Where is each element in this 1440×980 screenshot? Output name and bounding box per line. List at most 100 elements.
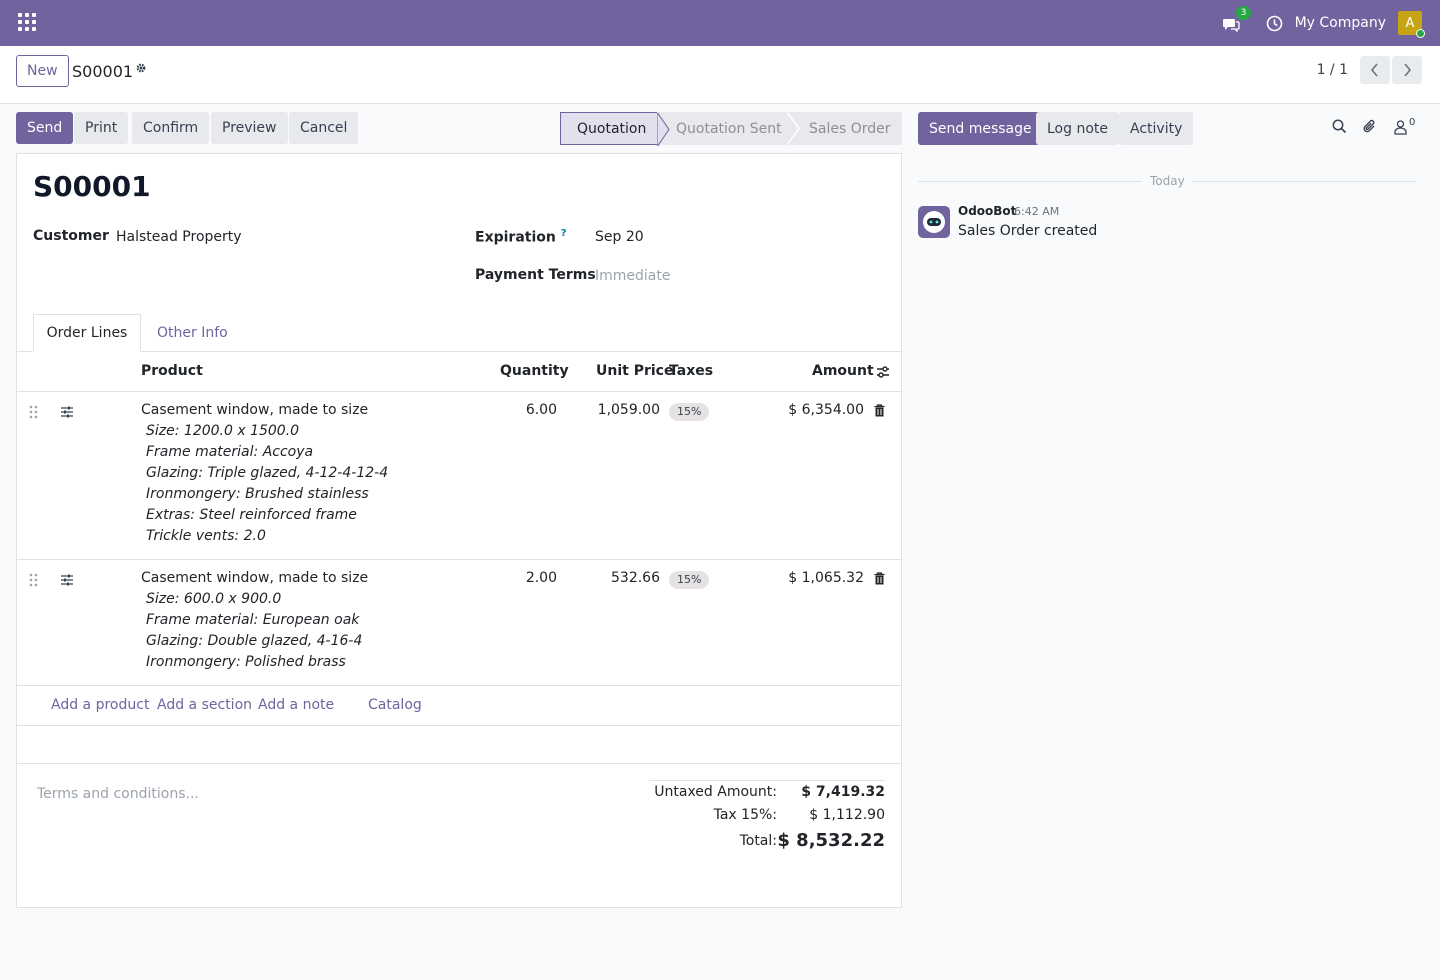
configure-product-icon[interactable] [61,406,73,418]
tax-badge: 15% [669,571,710,589]
product-cell: Casement window, made to size Size: 1200… [141,402,388,547]
description-line: Ironmongery: Brushed stainless [146,486,369,502]
catalog-link[interactable]: Catalog [368,697,422,713]
gear-icon[interactable] [135,62,147,74]
expiration-label: Expiration ? [475,228,567,246]
stage-arrow [657,113,670,146]
table-row[interactable]: Casement window, made to size Size: 600.… [17,560,901,686]
tax-badge: 15% [669,403,710,421]
message-body: Sales Order created [958,223,1098,239]
odoobot-avatar [918,206,950,238]
unit-price-cell: 1,059.00 [597,402,660,418]
confirm-button[interactable]: Confirm [132,112,210,144]
form-sheet: S00001 Customer Halstead Property Expira… [16,153,902,908]
stage-label: Quotation Sent [676,120,782,137]
description-line: Size: 600.0 x 900.0 [146,591,282,607]
send-button[interactable]: Send [16,112,74,144]
stage-label: Quotation [577,120,647,137]
new-button[interactable]: New [16,55,69,87]
unit-price-cell: 532.66 [611,570,660,586]
drag-handle-icon[interactable] [29,573,39,587]
description-line: Frame material: European oak [146,612,360,628]
messaging-button[interactable]: 3 [1222,6,1252,34]
chat-count-badge: 3 [1235,6,1252,20]
stage-quotation-sent[interactable]: Quotation Sent [657,112,800,145]
drag-handle-icon[interactable] [29,405,39,419]
preview-button[interactable]: Preview [211,112,288,144]
apps-menu-icon[interactable] [18,13,36,31]
empty-row [17,726,901,764]
tax-value: $ 1,112.90 [809,807,885,823]
description-line: Frame material: Accoya [146,444,314,460]
date-divider [1192,181,1416,182]
activity-button[interactable]: Activity [1119,112,1194,145]
description-line: Size: 1200.0 x 1500.0 [146,423,300,439]
untaxed-amount-label: Untaxed Amount: [654,784,777,800]
amount-cell: $ 6,354.00 [788,402,864,418]
top-navbar: 3 My Company A [0,0,1440,46]
column-quantity[interactable]: Quantity [500,363,569,379]
description-line: Ironmongery: Polished brass [146,654,346,670]
description-line: Glazing: Double glazed, 4-16-4 [146,633,363,649]
optional-columns-icon[interactable] [876,365,890,379]
paperclip-icon[interactable] [1362,119,1377,135]
description-line: Extras: Steel reinforced frame [146,507,357,523]
pager-previous-button[interactable] [1360,56,1390,84]
column-product[interactable]: Product [141,363,203,379]
column-unit-price[interactable]: Unit Price [596,363,674,379]
status-bar: Quotation Quotation Sent Sales Order [560,112,902,146]
column-amount[interactable]: Amount [812,363,874,379]
stage-sales-order[interactable]: Sales Order [787,112,902,145]
product-cell: Casement window, made to size Size: 600.… [141,570,368,673]
description-line: Glazing: Triple glazed, 4-12-4-12-4 [146,465,389,481]
trash-icon[interactable] [874,572,885,585]
search-icon[interactable] [1332,119,1347,134]
add-section-link[interactable]: Add a section [157,697,253,713]
table-row[interactable]: Casement window, made to size Size: 1200… [17,392,901,560]
tab-order-lines[interactable]: Order Lines [33,314,141,352]
message-author[interactable]: OdooBot [958,204,1017,218]
product-name: Casement window, made to size [141,570,369,586]
log-note-button[interactable]: Log note [1036,112,1119,145]
tab-other-info[interactable]: Other Info [157,325,228,341]
amount-cell: $ 1,065.32 [788,570,864,586]
customer-label: Customer [33,228,109,244]
customer-field[interactable]: Halstead Property [116,229,242,245]
payment-terms-label: Payment Terms [475,267,596,283]
trash-icon[interactable] [874,404,885,417]
help-tooltip-icon[interactable]: ? [560,228,567,239]
send-message-button[interactable]: Send message [918,112,1043,145]
chevron-right-icon [1404,63,1412,77]
product-name: Casement window, made to size [141,402,369,418]
total-label: Total: [739,833,777,849]
cancel-button[interactable]: Cancel [289,112,359,144]
column-taxes[interactable]: Taxes [669,363,714,379]
expiration-field[interactable]: Sep 20 [595,229,644,245]
print-button[interactable]: Print [74,112,129,144]
stage-quotation[interactable]: Quotation [560,112,670,146]
breadcrumb-record-name: S00001 [72,62,134,81]
user-menu[interactable]: A [1398,11,1425,38]
quantity-cell: 2.00 [525,570,557,586]
notebook-tabs: Order Lines Other Info [17,314,901,352]
activity-clock-icon[interactable] [1266,15,1283,32]
online-status-dot [1416,29,1425,38]
description-line: Trickle vents: 2.0 [146,528,266,544]
control-panel: New S00001 1 / 1 [0,46,1440,104]
add-product-link[interactable]: Add a product [51,697,150,713]
quantity-cell: 6.00 [525,402,557,418]
totals-divider [649,780,885,781]
stage-arrow [787,112,800,145]
robot-icon [923,211,945,233]
message-time: 6:42 AM [1014,205,1060,218]
company-switcher[interactable]: My Company [1294,15,1386,31]
configure-product-icon[interactable] [61,574,73,586]
followers-count: 0 [1409,117,1416,128]
payment-terms-field[interactable]: Immediate [595,268,671,284]
terms-and-conditions-field[interactable]: Terms and conditions... [37,786,199,802]
untaxed-amount-value: $ 7,419.32 [801,784,885,800]
page-title: S00001 [33,170,151,203]
pager-next-button[interactable] [1392,56,1422,84]
add-note-link[interactable]: Add a note [258,697,335,713]
pager-value[interactable]: 1 / 1 [1316,62,1348,78]
